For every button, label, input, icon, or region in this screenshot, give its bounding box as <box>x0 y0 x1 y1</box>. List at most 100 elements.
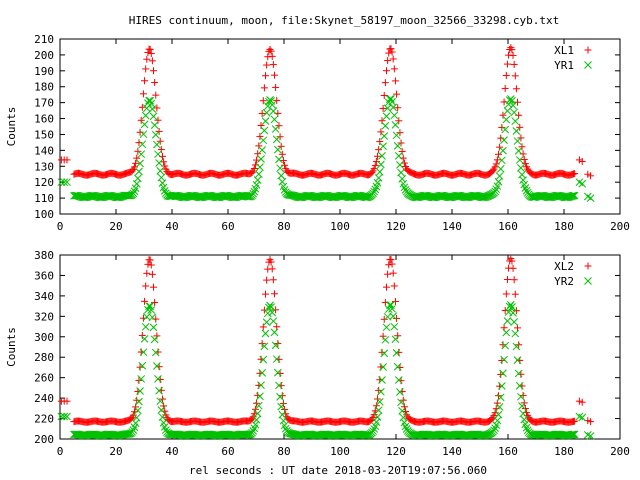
data-point <box>521 160 529 168</box>
x-tick-label: 0 <box>57 445 64 458</box>
data-point <box>156 397 165 406</box>
data-point <box>147 50 155 58</box>
top-panel: 0 20 40 60 80 100 120 140 160 180 200 100 110 120 130 1… <box>5 33 630 233</box>
edge-point <box>63 412 71 421</box>
data-point <box>496 393 505 402</box>
edge-point <box>586 432 595 440</box>
data-point <box>570 430 579 439</box>
data-point <box>387 255 395 263</box>
data-point <box>398 406 407 415</box>
data-point <box>512 127 521 135</box>
data-point <box>273 96 281 104</box>
data-point <box>252 181 261 189</box>
data-point <box>259 355 268 364</box>
data-point <box>382 323 391 332</box>
legend-marker <box>584 277 592 285</box>
data-point <box>510 60 518 68</box>
data-point <box>147 306 156 314</box>
data-point <box>141 322 150 331</box>
data-point <box>138 331 146 339</box>
data-point <box>267 47 275 55</box>
data-point <box>396 388 404 396</box>
data-point <box>249 427 258 435</box>
chart-title: HIRES continuum, moon, file:Skynet_58197… <box>129 14 559 27</box>
data-point <box>259 136 268 145</box>
data-point <box>384 57 392 65</box>
data-point <box>369 427 377 435</box>
data-point <box>389 269 397 277</box>
data-point <box>256 163 264 171</box>
data-point <box>128 167 136 175</box>
data-point <box>374 174 383 182</box>
data-point <box>390 282 398 290</box>
data-point <box>508 46 516 54</box>
x-tick-label: 140 <box>442 445 462 458</box>
data-point <box>510 108 519 117</box>
data-point <box>391 335 400 344</box>
data-point <box>385 301 394 309</box>
x-tick-label: 120 <box>386 445 406 458</box>
data-point <box>569 191 578 200</box>
data-point <box>501 84 509 92</box>
data-point <box>261 117 270 125</box>
data-point <box>153 140 161 149</box>
data-point <box>388 48 396 56</box>
data-point <box>376 138 384 146</box>
data-point <box>142 65 150 73</box>
data-point <box>378 152 386 160</box>
edge-point <box>587 418 595 426</box>
data-point <box>262 108 271 117</box>
data-point <box>131 184 140 193</box>
data-point <box>374 152 382 160</box>
y-tick-label: 220 <box>34 413 54 426</box>
data-point <box>512 307 520 315</box>
plot-frame <box>59 38 621 215</box>
data-point <box>489 167 497 175</box>
data-point <box>499 146 507 155</box>
data-point <box>508 257 516 265</box>
data-point <box>492 421 501 429</box>
data-point <box>155 386 163 395</box>
data-point <box>269 107 278 115</box>
data-point <box>141 111 150 120</box>
edge-point <box>57 412 66 421</box>
data-point <box>491 409 499 417</box>
legend-label: YR2 <box>554 275 574 288</box>
y-tick-label: 200 <box>34 49 54 62</box>
data-point <box>512 342 521 351</box>
data-point <box>278 392 286 400</box>
data-point <box>513 137 522 145</box>
data-point <box>133 174 142 183</box>
data-point <box>252 415 261 424</box>
y-tick-label: 130 <box>34 160 54 173</box>
y-tick-label: 110 <box>34 192 54 205</box>
data-point <box>260 342 269 351</box>
data-point <box>508 96 516 105</box>
data-point <box>253 156 261 164</box>
data-point <box>510 276 518 284</box>
data-point <box>390 65 398 73</box>
data-point <box>569 430 578 439</box>
data-point <box>380 315 388 323</box>
x-tick-label: 200 <box>610 220 630 233</box>
data-point <box>382 112 391 121</box>
data-point <box>129 189 138 198</box>
x-tick-label: 40 <box>165 220 178 233</box>
data-point <box>398 147 406 155</box>
data-point <box>140 120 149 129</box>
data-point <box>509 101 517 110</box>
data-point <box>148 57 156 65</box>
data-point <box>389 312 398 321</box>
data-point <box>379 363 387 371</box>
data-point <box>137 150 146 159</box>
data-point <box>378 376 386 384</box>
data-point <box>136 387 144 395</box>
data-point <box>263 276 271 284</box>
series-XL1 <box>57 44 595 180</box>
data-point <box>149 112 158 121</box>
data-point <box>154 150 162 159</box>
data-point <box>275 381 283 390</box>
y-tick-label: 200 <box>34 433 54 446</box>
data-point <box>276 164 284 173</box>
